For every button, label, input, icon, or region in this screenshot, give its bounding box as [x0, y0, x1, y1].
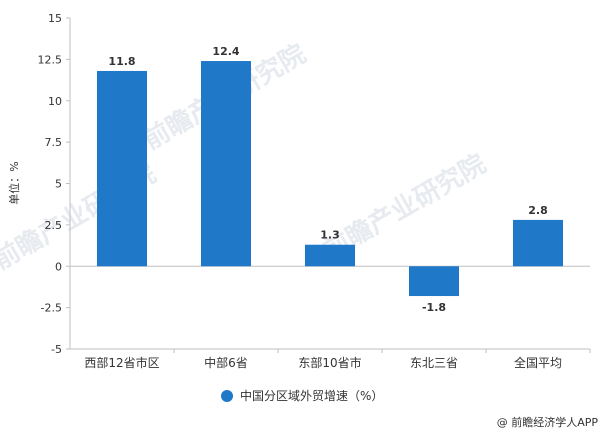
y-tick-label: 2.5 [45, 219, 63, 232]
data-label: 11.8 [108, 55, 135, 68]
y-tick-label: 7.5 [45, 136, 63, 149]
y-tick-label: 15 [48, 12, 62, 25]
y-tick-label: -2.5 [41, 302, 62, 315]
y-tick-label: 0 [55, 260, 62, 273]
labels: 11.8 西部12省市区 12.4 中部6省 1.3 东部10省市 -1.8 东北三省 2.8 全… [84, 45, 562, 370]
y-tick-label: 10 [48, 95, 62, 108]
y-tick-label: 5 [55, 178, 62, 191]
x-category-label: 东北三省 [410, 356, 458, 370]
y-axis-title: 单位：% [7, 161, 21, 204]
data-label: 12.4 [212, 45, 239, 58]
data-label: 2.8 [528, 204, 548, 217]
bar [513, 219, 563, 267]
legend[interactable]: 中国分区域外贸增速（%） [221, 388, 383, 403]
legend-swatch [221, 390, 233, 402]
bar [201, 61, 251, 267]
bar [409, 266, 459, 297]
data-label: -1.8 [422, 301, 446, 314]
x-category-label: 中部6省 [204, 355, 248, 370]
x-category-label: 东部10省市 [298, 355, 361, 370]
footer-credit: @ 前瞻经济学人APP [496, 416, 598, 429]
bars [97, 61, 563, 297]
y-tick-label: 12.5 [38, 53, 63, 66]
bar [305, 244, 355, 267]
x-category-label: 全国平均 [514, 355, 562, 370]
legend-label: 中国分区域外贸增速（%） [240, 388, 383, 403]
y-tick-label: -5 [51, 343, 62, 356]
data-label: 1.3 [320, 229, 340, 242]
bar [97, 70, 147, 267]
x-category-label: 西部12省市区 [84, 355, 159, 370]
